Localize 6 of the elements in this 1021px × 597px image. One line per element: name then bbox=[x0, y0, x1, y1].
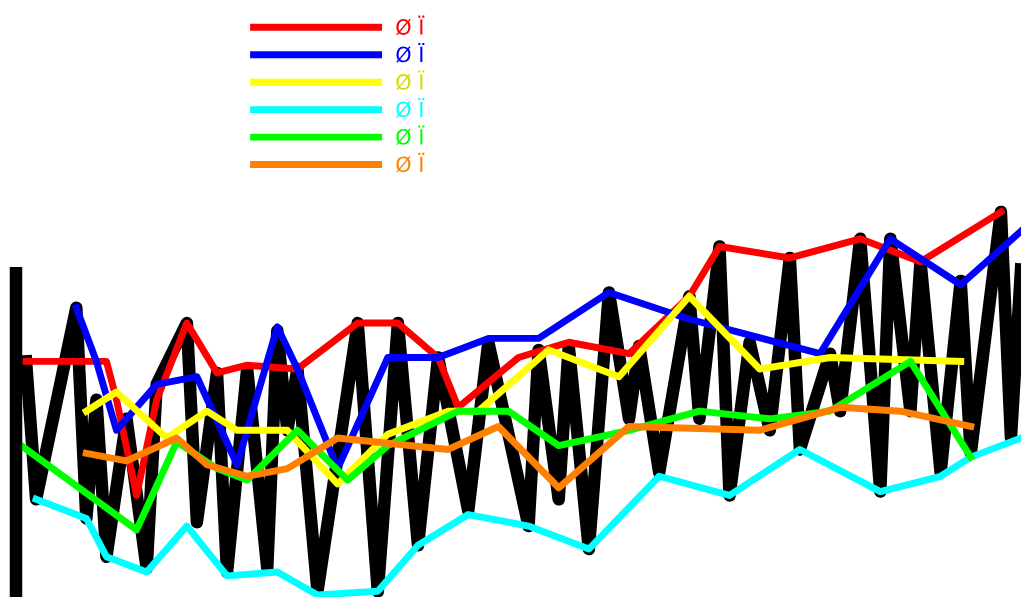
text: Ø Ï bbox=[396, 43, 425, 63]
text: Ø Ï bbox=[396, 70, 425, 91]
text: Ø Ï bbox=[396, 125, 425, 146]
text: Ø Ï bbox=[396, 152, 425, 173]
text: Ø Ï bbox=[396, 97, 425, 118]
text: Ø Ï bbox=[396, 15, 425, 36]
